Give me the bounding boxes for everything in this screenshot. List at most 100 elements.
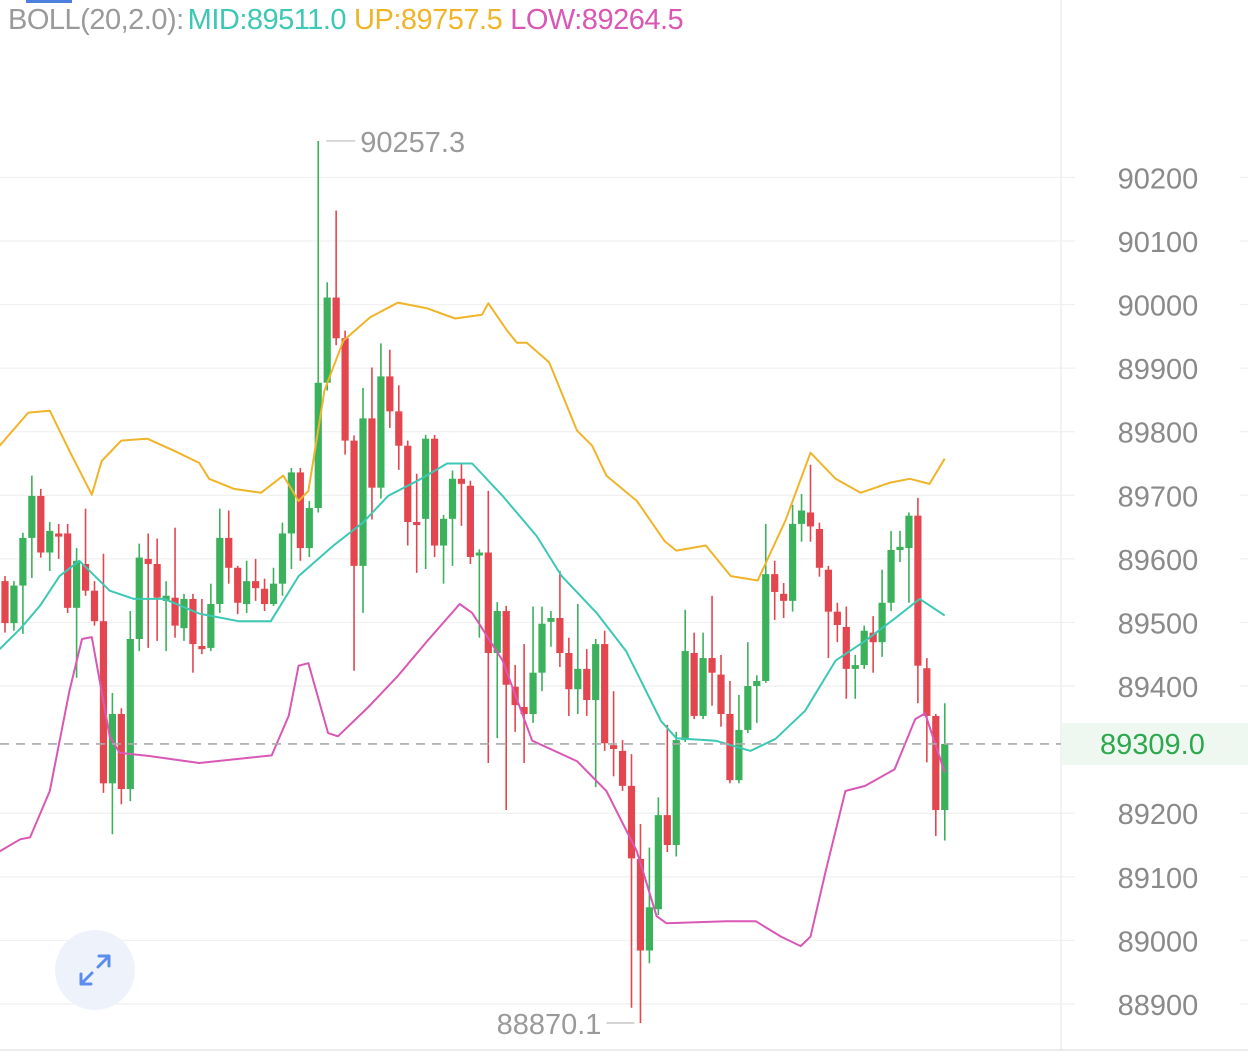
candle-up	[735, 694, 743, 784]
candle-down	[99, 553, 108, 793]
candle-body	[341, 338, 349, 441]
y-tick-label: 89100	[1118, 863, 1199, 895]
candle-down	[252, 558, 260, 601]
candle-down	[341, 330, 349, 455]
candle-body	[601, 644, 609, 744]
candle-body	[726, 714, 734, 781]
active-tab-indicator	[26, 0, 72, 3]
candle-body	[529, 672, 537, 715]
candle-body	[932, 715, 940, 811]
candle-body	[654, 815, 662, 910]
candle-body	[305, 508, 313, 549]
candle-down	[144, 533, 152, 648]
candle-body	[269, 583, 278, 605]
candle-body	[296, 472, 304, 549]
candle-body	[386, 376, 394, 412]
min-price-label: 88870.1	[497, 1009, 602, 1041]
candle-up	[878, 569, 886, 657]
candle-up	[645, 847, 653, 964]
y-tick-label: 89200	[1118, 799, 1199, 831]
candle-body	[207, 604, 215, 648]
max-price-label: 90257.3	[360, 127, 465, 159]
candle-body	[618, 750, 627, 786]
candle-down	[932, 714, 940, 837]
candle-down	[636, 824, 645, 1023]
candle-down	[708, 595, 716, 706]
candle-body	[422, 438, 430, 519]
candle-up	[592, 638, 600, 788]
candle-body	[520, 707, 528, 715]
boll-mid-line	[0, 462, 946, 752]
candle-up	[538, 606, 546, 692]
candle-down	[198, 598, 206, 655]
candle-down	[117, 708, 125, 805]
candle-body	[780, 593, 788, 601]
candle-body	[824, 569, 832, 612]
candle-body	[753, 680, 761, 687]
candle-body	[842, 626, 850, 669]
candle-down	[260, 578, 269, 612]
y-axis: 90200 90100 90000 89900 89800 89700 89600 89500…	[1118, 163, 1199, 1022]
candle-up	[126, 611, 134, 802]
candle-body	[234, 567, 242, 603]
candle-up	[448, 470, 457, 566]
candle-up	[789, 504, 797, 612]
candle-down	[502, 605, 510, 811]
candle-body	[789, 523, 797, 601]
candle-up	[672, 731, 680, 857]
candle-down	[726, 680, 734, 784]
candle-body	[493, 611, 501, 653]
candle-up	[896, 530, 904, 563]
candle-body	[260, 588, 269, 605]
candle-up	[359, 387, 367, 613]
candle-up	[314, 140, 322, 513]
candle-body	[180, 598, 188, 629]
candle-up	[439, 515, 448, 584]
candle-down	[815, 522, 824, 577]
candle-body	[905, 515, 913, 549]
current-price-tag: 89309.0	[1062, 723, 1248, 765]
candle-up	[305, 501, 313, 557]
candle-down	[556, 570, 564, 667]
boll-name: BOLL(20,2.0):	[8, 4, 184, 36]
candle-down	[663, 724, 671, 852]
candle-body	[73, 560, 81, 608]
candle-body	[162, 595, 170, 601]
candle-body	[547, 618, 555, 622]
grid-lines	[0, 176, 1248, 1005]
candle-body	[466, 485, 474, 557]
candle-body	[574, 668, 582, 690]
candle-up	[207, 583, 215, 652]
candle-body	[368, 418, 376, 488]
candle-body	[332, 297, 340, 339]
candle-body	[708, 658, 716, 673]
candle-body	[672, 740, 680, 846]
candle-body	[153, 563, 161, 598]
candle-down	[690, 632, 698, 720]
candle-down	[806, 464, 815, 542]
candle-body	[126, 638, 134, 790]
candle-up	[28, 475, 36, 578]
candle-down	[153, 538, 161, 641]
candle-up	[73, 548, 81, 678]
candle-body	[681, 651, 689, 741]
candle-down	[520, 644, 528, 763]
candle-body	[475, 552, 483, 556]
boll-legend: BOLL(20,2.0): MID:89511.0 UP:89757.5 LOW:89…	[8, 4, 691, 37]
candle-body	[878, 602, 886, 643]
candle-up	[762, 523, 770, 683]
candle-body	[1, 581, 9, 624]
candle-down	[90, 581, 99, 626]
expand-icon	[79, 954, 111, 986]
candle-body	[359, 418, 367, 566]
candle-down	[413, 473, 421, 573]
candle-body	[413, 522, 421, 526]
candle-up	[744, 642, 752, 734]
candle-body	[762, 574, 770, 681]
fullscreen-button[interactable]	[55, 930, 135, 1010]
candle-body	[457, 478, 466, 484]
candle-up	[216, 508, 224, 613]
candle-up	[19, 532, 27, 634]
candle-down	[869, 616, 877, 673]
